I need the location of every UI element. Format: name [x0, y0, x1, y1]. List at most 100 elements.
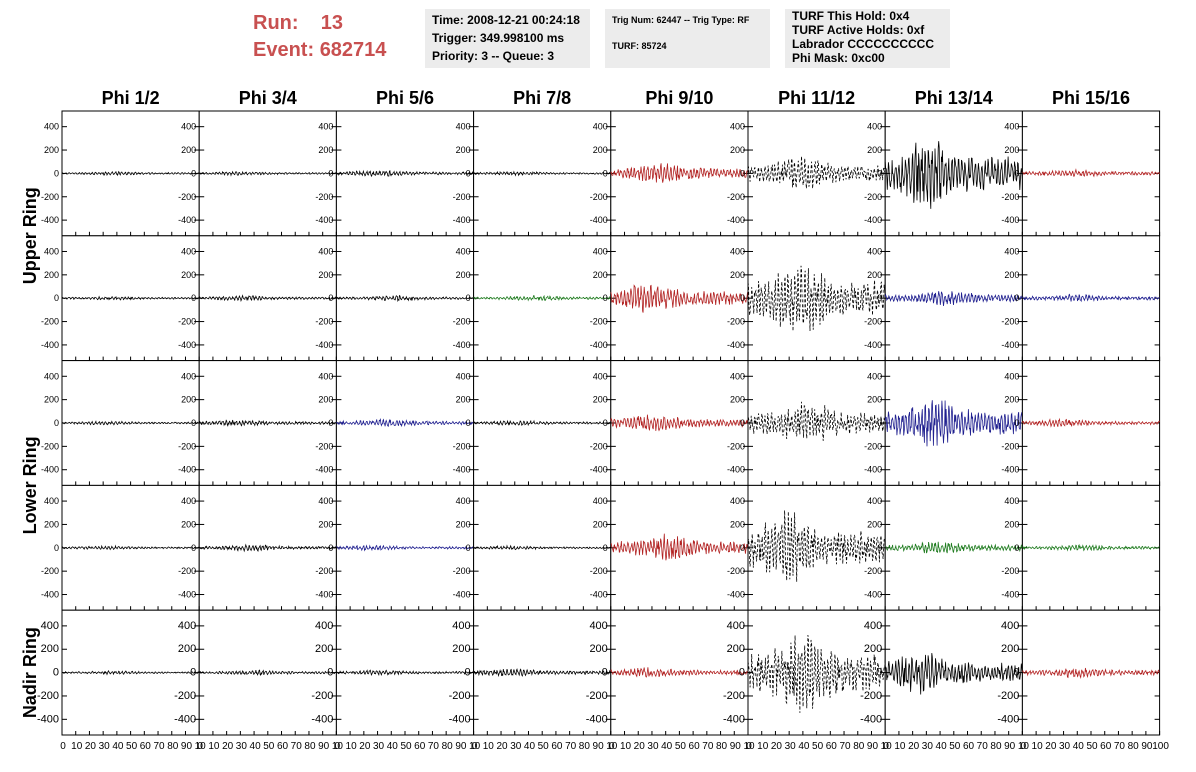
waveform-line [884, 141, 1023, 209]
waveform-panel: 400 200 0 -200 -400 [1001, 484, 1161, 611]
y-tick-label: 200 [1004, 145, 1019, 155]
y-tick-label: 400 [1004, 246, 1019, 256]
waveform-panel: 400 200 0 -200 -400 [723, 609, 886, 736]
waveform-panel: 400 200 0 -200 -400 [174, 609, 337, 736]
y-tick-label: -400 [723, 713, 745, 725]
x-tick-label: 20 [222, 741, 234, 752]
y-tick-label: -400 [590, 340, 608, 350]
x-tick-label: 70 [153, 741, 165, 752]
waveform-panel: 400 200 0 -200 -400 [178, 110, 337, 237]
y-tick-label: 0 [328, 293, 333, 303]
y-tick-label: -400 [37, 713, 59, 725]
y-tick-label: 400 [456, 496, 471, 506]
x-tick-label: 60 [414, 741, 426, 752]
waveform-line [336, 669, 474, 676]
y-tick-label: 0 [876, 667, 882, 679]
row-label: Nadir Ring [20, 627, 40, 718]
y-tick-label: -400 [864, 215, 882, 225]
waveform-panel: 400 200 0 -200 -400 [41, 484, 200, 611]
x-tick-label: 10 [1018, 741, 1030, 752]
y-tick-label: 400 [456, 371, 471, 381]
y-tick-label: 400 [181, 246, 196, 256]
y-tick-label: -200 [590, 566, 608, 576]
y-tick-label: 0 [191, 543, 196, 553]
y-tick-label: -400 [41, 465, 59, 475]
y-tick-label: -400 [178, 465, 196, 475]
y-tick-label: 0 [191, 168, 196, 178]
x-tick-label: 70 [428, 741, 440, 752]
x-tick-label: 10 [483, 741, 495, 752]
x-tick-label: 10 [346, 741, 358, 752]
y-tick-label: 400 [318, 496, 333, 506]
y-tick-label: 400 [181, 496, 196, 506]
x-tick-label: 80 [716, 741, 728, 752]
y-tick-label: -400 [727, 465, 745, 475]
y-tick-label: 400 [318, 371, 333, 381]
y-tick-label: 400 [315, 620, 333, 632]
y-tick-label: -400 [41, 340, 59, 350]
y-tick-label: 400 [44, 122, 59, 132]
waveform-panel: 400 200 0 -200 -400 [727, 484, 886, 611]
y-tick-label: 200 [456, 145, 471, 155]
y-tick-label: -200 [864, 192, 882, 202]
y-tick-label: -200 [41, 192, 59, 202]
y-tick-label: 0 [466, 418, 471, 428]
y-tick-label: -400 [41, 590, 59, 600]
column-title: Phi 9/10 [645, 88, 713, 108]
y-tick-label: 200 [181, 270, 196, 280]
y-tick-label: 200 [727, 643, 745, 655]
y-tick-label: 200 [864, 643, 882, 655]
y-tick-label: 400 [318, 246, 333, 256]
waveform-line [336, 417, 474, 428]
y-tick-label: -400 [311, 713, 333, 725]
waveform-panel: 400 200 0 -200 -400 [590, 484, 749, 611]
x-tick-label: 30 [922, 741, 934, 752]
x-tick-label: 90 [455, 741, 467, 752]
time-info-box: Time: 2008-12-21 00:24:18 Trigger: 349.9… [425, 9, 590, 68]
y-tick-label: -200 [586, 690, 608, 702]
x-tick-label: 0 [335, 741, 341, 752]
y-tick-label: 0 [54, 293, 59, 303]
x-tick-label: 80 [853, 741, 865, 752]
x-tick-label: 20 [771, 741, 783, 752]
waveform-line [747, 265, 886, 332]
x-tick-label: 0 [197, 741, 203, 752]
y-tick-label: 0 [739, 667, 745, 679]
run-label: Run: [253, 12, 299, 34]
waveform-line [747, 634, 886, 713]
column-title: Phi 11/12 [778, 88, 855, 108]
waveform-line [884, 291, 1023, 306]
y-tick-label: -400 [860, 713, 882, 725]
y-tick-label: -200 [1001, 192, 1019, 202]
trig-info-box: Trig Num: 62447 -- Trig Type: RF TURF: 8… [605, 9, 770, 68]
y-tick-label: 400 [44, 246, 59, 256]
y-tick-label: 0 [603, 293, 608, 303]
y-tick-label: -400 [315, 590, 333, 600]
y-tick-label: 200 [1001, 643, 1019, 655]
y-tick-label: 0 [53, 667, 59, 679]
y-tick-label: -400 [174, 713, 196, 725]
waveform-line [61, 295, 200, 301]
x-tick-label: 90 [593, 741, 605, 752]
y-tick-label: -200 [41, 317, 59, 327]
waveform-panel: 400 200 0 -200 -400 [727, 110, 886, 237]
y-tick-label: -200 [727, 566, 745, 576]
y-tick-label: -400 [727, 590, 745, 600]
y-tick-label: -400 [315, 465, 333, 475]
x-tick-label: 60 [140, 741, 152, 752]
y-tick-label: 200 [867, 270, 882, 280]
waveform-panel: 400 200 0 -200 -400 [449, 609, 612, 736]
y-tick-label: 400 [593, 122, 608, 132]
x-tick-label: 10 [757, 741, 769, 752]
x-tick-label: 50 [675, 741, 687, 752]
x-tick-label: 30 [785, 741, 797, 752]
y-tick-label: 400 [1004, 371, 1019, 381]
y-tick-label: 400 [593, 246, 608, 256]
y-tick-label: 0 [877, 293, 882, 303]
waveform-line [336, 544, 474, 552]
y-tick-label: 0 [1013, 667, 1019, 679]
x-tick-label: 30 [99, 741, 111, 752]
waveform-panel: 400 200 0 -200 -400 [178, 360, 337, 486]
waveform-panel: 400 200 0 -200 -400 [178, 235, 337, 362]
waveform-line [61, 170, 200, 177]
